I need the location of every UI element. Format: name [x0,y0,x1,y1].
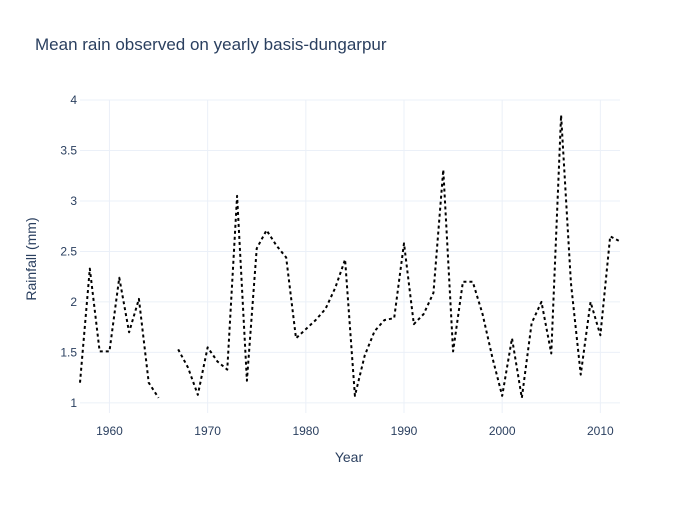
chart-title: Mean rain observed on yearly basis-dunga… [35,35,387,54]
y-axis-ticks: 1 1.5 2 2.5 3 3.5 4 [60,93,77,410]
y-tick-label: 1.5 [60,345,77,359]
x-tick-label: 1960 [96,424,123,438]
rainfall-series-line [79,114,621,399]
x-tick-label: 2010 [587,424,614,438]
x-tick-label: 1980 [292,424,319,438]
grid [80,99,620,413]
x-axis-ticks: 1960 1970 1980 1990 2000 2010 [96,424,614,438]
y-tick-label: 4 [70,93,77,107]
y-tick-label: 2.5 [60,244,77,258]
y-tick-label: 1 [70,396,77,410]
x-tick-label: 2000 [489,424,516,438]
x-axis-title: Year [335,449,364,465]
series-layer [79,114,621,399]
y-tick-label: 3.5 [60,143,77,157]
y-tick-label: 2 [70,295,77,309]
x-tick-label: 1990 [391,424,418,438]
x-tick-label: 1970 [194,424,221,438]
y-tick-label: 3 [70,194,77,208]
y-axis-title: Rainfall (mm) [23,217,39,300]
